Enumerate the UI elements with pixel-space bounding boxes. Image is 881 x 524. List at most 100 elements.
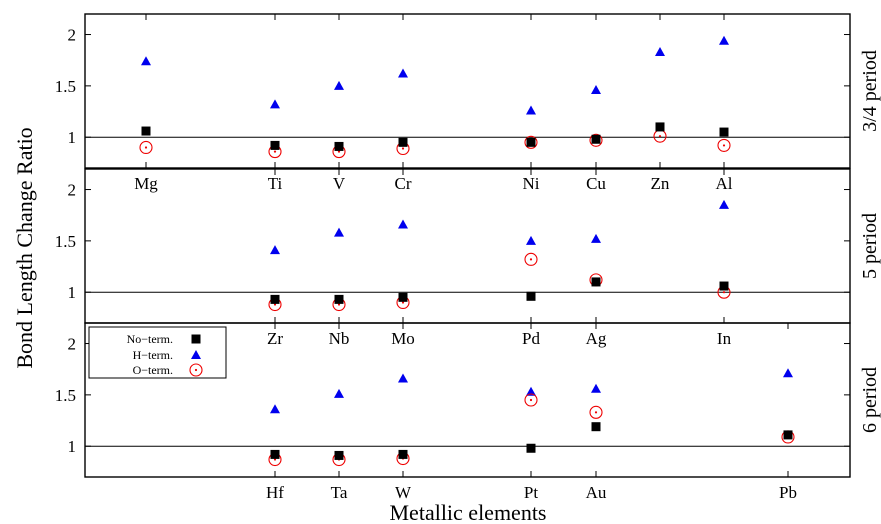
h-term-marker [398, 219, 408, 229]
h-term-marker [655, 46, 665, 56]
o-term-dot [337, 150, 341, 153]
o-term-dot [273, 303, 277, 306]
no-term-marker [191, 334, 201, 344]
h-term-marker [526, 386, 536, 396]
h-term-marker [270, 99, 280, 109]
element-label: Cu [586, 174, 606, 193]
o-term-marker [524, 252, 538, 266]
o-term-ring [524, 252, 538, 266]
panel-1: 1 1.5 2 3/4 period Mg Ti V Cr Ni Cu Zn Al [55, 13, 881, 193]
no-term-marker [141, 126, 151, 136]
o-term-ring [139, 140, 153, 155]
h-term-marker [334, 80, 344, 90]
no-term-marker [719, 127, 729, 137]
panel-3: 1 1.5 2 6 period Hf Ta W Pt Au Pb [55, 322, 881, 502]
y-tick-label: 1.5 [55, 232, 76, 251]
h-term-marker [719, 35, 729, 45]
element-label: V [333, 174, 346, 193]
h-term-marker [398, 68, 408, 78]
panel-frame [84, 168, 851, 324]
h-term-marker [526, 235, 536, 245]
o-term-dot [529, 398, 533, 402]
no-term-marker [334, 450, 344, 460]
o-term-ring [524, 393, 538, 407]
legend-box [88, 326, 227, 379]
no-term-marker [526, 291, 536, 301]
o-term-dot [337, 303, 341, 306]
element-label: Pt [524, 483, 538, 502]
y-tick-label: 1 [68, 128, 77, 147]
no-term-marker [334, 141, 344, 151]
o-term-marker [139, 140, 153, 155]
chart-panels: 1 1.5 2 3/4 period Mg Ti V Cr Ni Cu Zn Al 1 1.5 2 5 per… [55, 13, 881, 502]
panel-2: 1 1.5 2 5 period Zr Nb Mo Pd Ag In [55, 168, 881, 348]
legend-label: O−term. [133, 363, 173, 377]
element-label: In [717, 329, 732, 348]
element-label: Ni [523, 174, 540, 193]
o-term-marker [524, 393, 538, 407]
o-term-ring [524, 135, 538, 149]
h-term-marker [719, 199, 729, 209]
y-tick-label: 1.5 [55, 386, 76, 405]
element-label: Au [586, 483, 607, 502]
element-label: Ti [268, 174, 283, 193]
no-term-marker [591, 277, 601, 287]
o-term-ring [589, 133, 603, 147]
no-term-marker [591, 422, 601, 432]
o-term-marker [189, 363, 203, 377]
element-label: W [395, 483, 412, 502]
element-label: Pd [522, 329, 540, 348]
o-term-dot [401, 147, 405, 150]
o-term-dot [401, 301, 405, 304]
no-term-marker [591, 134, 601, 144]
y-axis-title: Bond Length Change Ratio [12, 127, 37, 368]
h-term-marker [591, 383, 601, 393]
o-term-dot [194, 368, 198, 372]
element-label: Al [716, 174, 733, 193]
no-term-marker [270, 449, 280, 459]
element-label: Ag [586, 329, 607, 348]
no-term-marker [270, 140, 280, 150]
h-term-marker [270, 245, 280, 255]
no-term-marker [526, 443, 536, 453]
y-tick-label: 1 [68, 437, 77, 456]
x-axis-title: Metallic elements [390, 500, 547, 524]
no-term-marker [398, 137, 408, 147]
o-term-ring [189, 363, 203, 377]
y-tick-label: 1 [68, 283, 77, 302]
element-label: Nb [329, 329, 350, 348]
h-term-marker [141, 56, 151, 66]
h-term-marker [191, 350, 201, 359]
h-term-marker [591, 233, 601, 243]
h-term-marker [334, 388, 344, 398]
o-term-marker [589, 405, 603, 419]
y-tick-label: 1.5 [55, 77, 76, 96]
no-term-marker [270, 294, 280, 304]
h-term-marker [398, 373, 408, 383]
o-term-dot [529, 258, 533, 261]
panel-label: 6 period [859, 367, 881, 433]
h-term-marker [591, 84, 601, 94]
o-term-ring [589, 405, 603, 419]
o-term-dot [722, 144, 726, 147]
panel-frame [84, 13, 851, 169]
o-term-dot [722, 291, 726, 294]
o-term-ring [717, 138, 731, 152]
element-label: Ta [331, 483, 348, 502]
o-term-marker [653, 129, 667, 143]
h-term-marker [783, 368, 793, 378]
o-term-marker [717, 138, 731, 152]
element-label: Cr [395, 174, 412, 193]
no-term-marker [398, 449, 408, 459]
legend-label: H−term. [133, 348, 173, 362]
o-term-dot [273, 150, 277, 153]
element-label: Zn [651, 174, 670, 193]
no-term-marker [783, 430, 793, 440]
no-term-marker [719, 281, 729, 291]
element-label: Mg [134, 174, 158, 193]
panel-label: 3/4 period [859, 50, 881, 132]
y-tick-label: 2 [68, 335, 77, 354]
y-tick-label: 2 [68, 26, 77, 45]
h-term-marker [334, 227, 344, 237]
